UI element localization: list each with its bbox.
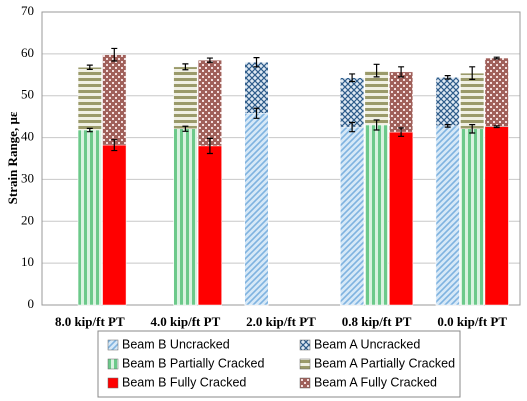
bar xyxy=(244,113,269,306)
error-bar xyxy=(253,107,260,119)
error-bar xyxy=(111,139,118,152)
error-bar xyxy=(111,47,118,62)
y-tick-label: 70 xyxy=(21,3,34,18)
x-tick-label: 2.0 kip/ft PT xyxy=(246,314,316,329)
error-bar xyxy=(86,64,93,70)
error-bar xyxy=(206,137,213,155)
bar xyxy=(173,128,198,306)
legend-box xyxy=(97,330,461,398)
x-tick-label: 0.8 kip/ft PT xyxy=(342,314,412,329)
error-bar xyxy=(398,127,405,137)
error-bar xyxy=(182,63,189,71)
x-tick-label: 8.0 kip/ft PT xyxy=(55,314,125,329)
bar xyxy=(102,144,127,306)
bar xyxy=(197,145,222,306)
error-bar xyxy=(182,125,189,132)
legend-label: Beam B Partially Cracked xyxy=(122,356,264,370)
y-tick-label: 40 xyxy=(21,129,34,144)
y-tick-label: 60 xyxy=(21,45,34,60)
x-tick-label: 0.0 kip/ft PT xyxy=(437,314,507,329)
error-bar xyxy=(253,57,260,68)
legend-swatch xyxy=(299,377,311,389)
legend-swatch xyxy=(107,377,119,389)
error-bar xyxy=(493,125,500,129)
y-tick-label: 30 xyxy=(21,170,34,185)
bar xyxy=(389,131,414,306)
legend-label: Beam A Fully Cracked xyxy=(314,375,437,389)
error-bar xyxy=(469,66,476,80)
legend-label: Beam A Uncracked xyxy=(314,337,420,351)
legend-label: Beam B Fully Cracked xyxy=(122,375,246,389)
y-tick-label: 20 xyxy=(21,212,34,227)
error-bar xyxy=(444,123,451,128)
error-bar xyxy=(469,123,476,134)
legend-label: Beam A Partially Cracked xyxy=(314,356,455,370)
legend-swatch xyxy=(299,358,311,370)
legend-swatch xyxy=(299,339,311,351)
y-tick-label: 50 xyxy=(21,87,34,102)
error-bar xyxy=(444,75,451,80)
y-axis-label: Strain Range, με xyxy=(5,111,20,204)
bar xyxy=(77,129,102,306)
bar xyxy=(484,126,509,306)
bar xyxy=(340,126,365,306)
y-tick-label: 0 xyxy=(28,296,35,311)
error-bar xyxy=(349,121,356,133)
plot-frame xyxy=(41,11,521,306)
error-bar xyxy=(206,57,213,63)
error-bar xyxy=(373,119,380,131)
y-tick-label: 10 xyxy=(21,254,34,269)
bar xyxy=(364,124,389,306)
error-bar xyxy=(398,66,405,78)
error-bar xyxy=(493,56,500,60)
x-tick-label: 4.0 kip/ft PT xyxy=(151,314,221,329)
error-bar xyxy=(86,127,93,133)
error-bar xyxy=(349,73,356,83)
error-bar xyxy=(373,63,380,78)
legend-swatch xyxy=(107,358,119,370)
legend-swatch xyxy=(107,339,119,351)
bar xyxy=(435,125,460,306)
legend-label: Beam B Uncracked xyxy=(122,337,230,351)
bar xyxy=(460,128,485,306)
